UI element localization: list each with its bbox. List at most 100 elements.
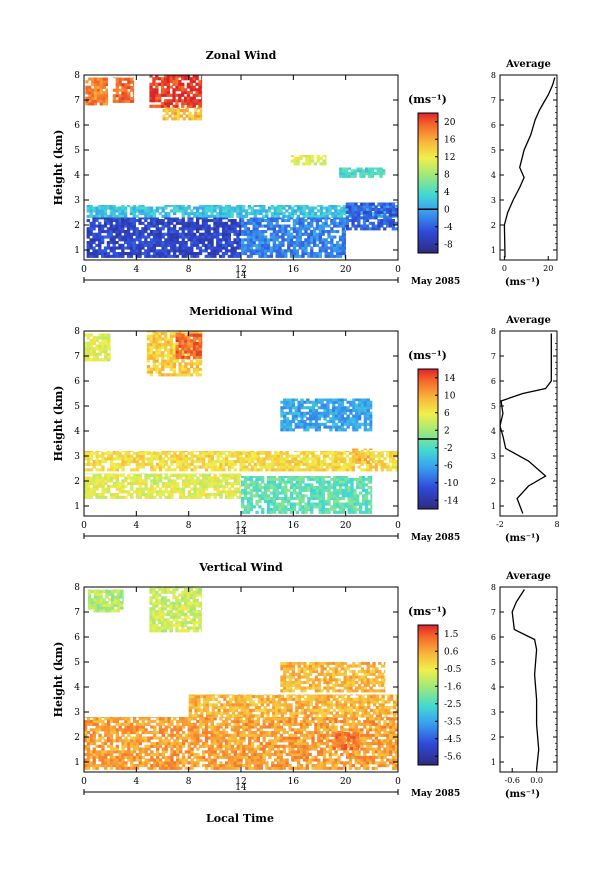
data-cell bbox=[129, 219, 134, 223]
data-cell bbox=[258, 243, 262, 247]
data-cell bbox=[86, 209, 90, 213]
data-cell bbox=[98, 241, 102, 245]
data-cell bbox=[377, 454, 381, 458]
data-cell bbox=[333, 497, 337, 501]
data-cell bbox=[249, 480, 253, 484]
data-cell bbox=[160, 91, 165, 95]
data-cell bbox=[233, 476, 237, 480]
data-cell bbox=[172, 96, 176, 100]
data-cell bbox=[258, 235, 262, 239]
data-cell bbox=[201, 333, 203, 335]
data-cell bbox=[158, 340, 162, 344]
data-cell bbox=[340, 400, 344, 404]
data-cell bbox=[324, 217, 328, 220]
data-cell bbox=[158, 610, 162, 614]
data-cell bbox=[107, 484, 111, 488]
data-cell bbox=[292, 483, 297, 487]
data-cell bbox=[271, 462, 275, 466]
data-cell bbox=[107, 451, 111, 455]
data-cell bbox=[207, 246, 211, 250]
data-cell bbox=[255, 232, 259, 236]
data-cell bbox=[320, 462, 324, 466]
data-cell bbox=[298, 488, 302, 492]
data-cell bbox=[101, 495, 105, 499]
data-cell bbox=[201, 227, 206, 231]
data-cell bbox=[287, 476, 291, 479]
data-cell bbox=[250, 209, 254, 213]
data-cell bbox=[132, 473, 137, 477]
data-cell bbox=[112, 465, 117, 469]
data-cell bbox=[281, 508, 285, 512]
data-cell bbox=[130, 454, 134, 458]
data-cell bbox=[196, 219, 200, 223]
data-cell bbox=[181, 462, 186, 466]
data-cell bbox=[364, 494, 369, 498]
data-cell bbox=[236, 209, 240, 213]
data-cell bbox=[288, 468, 292, 472]
data-cell bbox=[101, 217, 105, 220]
data-cell bbox=[281, 477, 285, 481]
data-cell bbox=[178, 365, 182, 369]
data-cell bbox=[95, 473, 99, 477]
data-cell bbox=[201, 355, 203, 359]
data-cell bbox=[181, 495, 186, 499]
data-cell bbox=[141, 217, 145, 220]
data-cell bbox=[181, 465, 186, 469]
data-cell bbox=[92, 465, 96, 469]
data-cell bbox=[320, 411, 324, 415]
data-cell bbox=[221, 212, 226, 216]
data-cell bbox=[280, 400, 284, 404]
data-cell bbox=[266, 497, 271, 501]
data-cell bbox=[225, 495, 229, 499]
data-cell bbox=[298, 238, 302, 242]
data-cell bbox=[298, 243, 302, 247]
data-cell bbox=[190, 457, 194, 461]
data-cell bbox=[135, 482, 140, 486]
data-cell bbox=[307, 254, 311, 258]
data-cell bbox=[360, 227, 364, 231]
data-cell bbox=[380, 468, 384, 472]
data-cell bbox=[141, 454, 145, 458]
data-cell bbox=[374, 227, 378, 231]
data-cell bbox=[341, 232, 345, 236]
data-cell bbox=[236, 457, 240, 461]
data-cell bbox=[193, 451, 197, 453]
data-cell bbox=[284, 232, 288, 236]
data-cell bbox=[230, 252, 234, 256]
data-cell bbox=[158, 337, 162, 341]
data-cell bbox=[172, 588, 176, 592]
data-cell bbox=[91, 83, 95, 87]
data-cell bbox=[149, 238, 154, 242]
data-cell bbox=[301, 486, 305, 490]
data-cell bbox=[350, 491, 354, 495]
data-cell bbox=[363, 448, 367, 451]
data-cell bbox=[286, 400, 290, 404]
data-cell bbox=[98, 347, 102, 351]
data-cell bbox=[175, 612, 179, 616]
data-cell bbox=[107, 473, 111, 475]
data-cell bbox=[300, 420, 304, 424]
data-cell bbox=[210, 209, 214, 213]
data-cell bbox=[175, 343, 179, 347]
data-cell bbox=[93, 590, 97, 594]
data-cell bbox=[341, 502, 345, 506]
data-cell bbox=[181, 342, 185, 346]
data-cell bbox=[130, 77, 134, 81]
data-cell bbox=[305, 206, 309, 210]
data-cell bbox=[339, 172, 343, 176]
data-cell bbox=[292, 246, 297, 250]
data-cell bbox=[99, 595, 103, 599]
data-cell bbox=[371, 224, 375, 228]
data-cell bbox=[170, 495, 174, 499]
data-cell bbox=[252, 232, 256, 236]
data-cell bbox=[264, 254, 268, 258]
data-cell bbox=[193, 235, 197, 239]
data-cell bbox=[332, 414, 336, 418]
data-cell bbox=[356, 502, 360, 506]
data-cell bbox=[158, 238, 162, 242]
data-cell bbox=[158, 345, 162, 349]
data-cell bbox=[197, 111, 201, 115]
data-cell bbox=[350, 499, 354, 503]
data-cell bbox=[156, 476, 160, 480]
data-cell bbox=[227, 473, 232, 475]
